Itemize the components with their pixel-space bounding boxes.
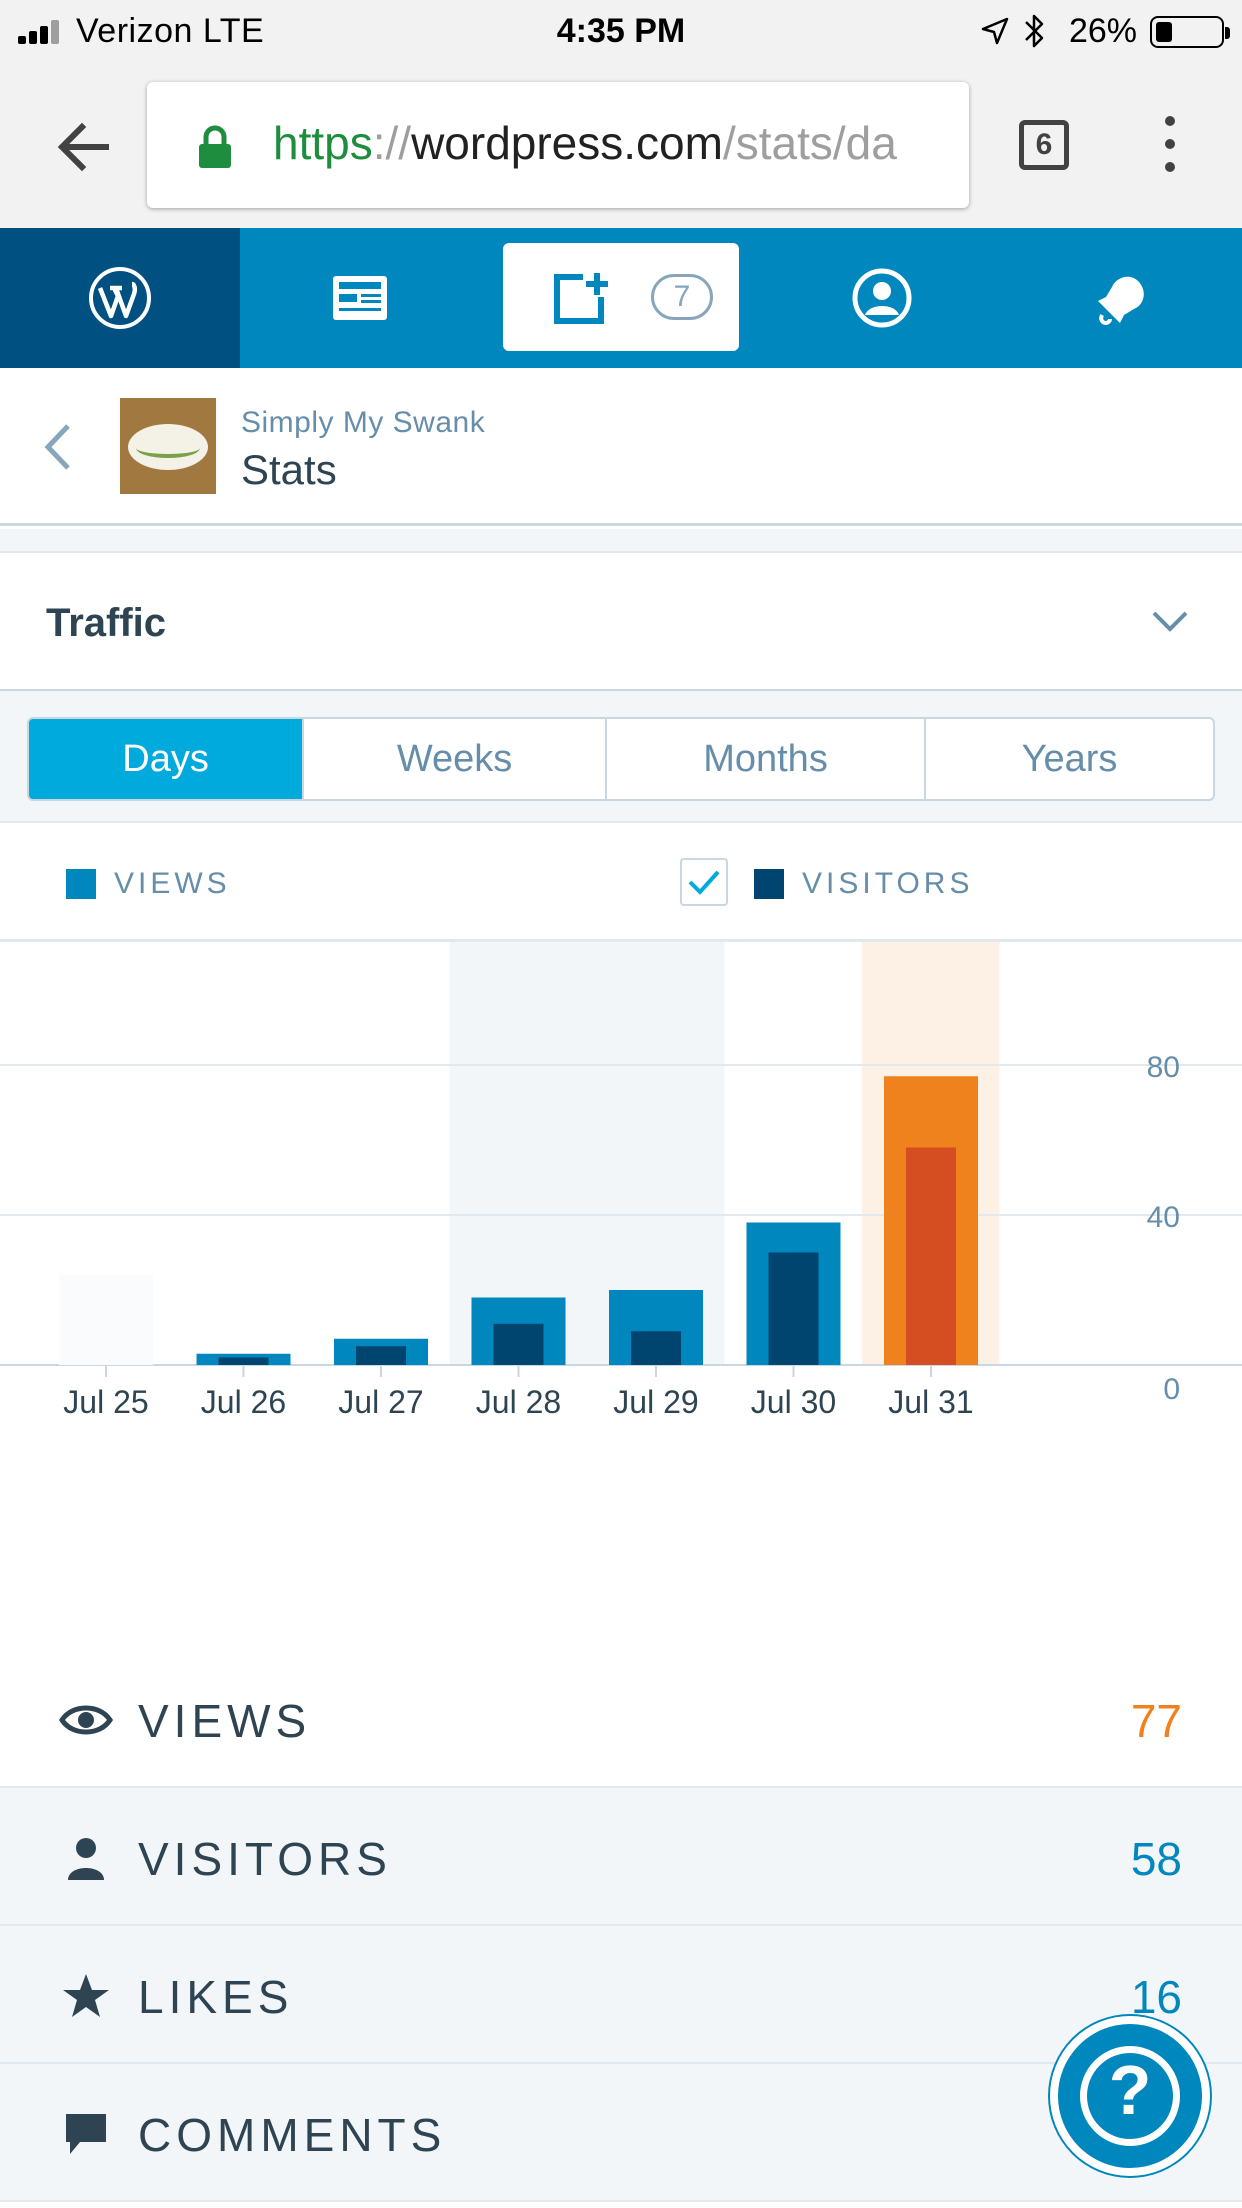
back-arrow-icon[interactable] [52,112,122,182]
location-icon [981,17,1009,45]
reader-button[interactable] [240,228,480,368]
summary-row-comments[interactable]: COMMENTS 12 [0,2064,1242,2202]
tab-months[interactable]: Months [607,719,926,799]
checkmark-icon [688,870,720,895]
site-name: Simply My Swank [241,406,486,439]
y-tick-label: 40 [1147,1201,1180,1234]
status-bar: Verizon LTE 4:35 PM 26% [0,0,1242,62]
bar-visitors [631,1331,681,1365]
summary-row-views[interactable]: VIEWS 77 [0,1650,1242,1788]
carrier-label: Verizon LTE [76,12,265,50]
x-tick-label: Jul 25 [63,1384,148,1420]
bell-icon [1098,276,1144,326]
chevron-down-icon[interactable] [1150,607,1190,637]
bar-visitors [356,1346,406,1365]
x-tick-label: Jul 29 [613,1384,698,1420]
signal-icon [18,20,70,44]
url-text: https://wordpress.com/stats/da [273,117,897,169]
period-segmented-control: Days Weeks Months Years [27,717,1215,801]
x-tick-label: Jul 30 [751,1384,836,1420]
chevron-left-icon[interactable] [38,420,78,474]
bar-visitors [493,1323,544,1365]
star-icon [63,1974,109,2017]
tab-weeks[interactable]: Weeks [304,719,608,799]
battery-percent: 26% [1068,12,1137,50]
bar-visitors [218,1357,269,1365]
browser-toolbar: https://wordpress.com/stats/da 6 [0,62,1242,228]
legend-visitors-label: VISITORS [802,867,974,900]
summary-row-visitors[interactable]: VISITORS 58 [0,1788,1242,1926]
x-tick-label: Jul 26 [201,1384,286,1420]
summary-comments-label: COMMENTS [138,2109,447,2161]
chart-legend: VIEWS VISITORS [0,825,1242,941]
page-title: Stats [241,446,337,493]
wordpress-logo-icon [89,267,151,329]
reader-icon [333,276,387,320]
person-icon [68,1838,104,1880]
traffic-section-header[interactable]: Traffic [0,551,1242,691]
stats-chart-card: VIEWS VISITORS Jul 25 Jul 26 Jul 27 Jul 28 J… [0,825,1242,1605]
eye-icon [59,1705,113,1735]
traffic-bar-chart: Jul 25 Jul 26 Jul 27 Jul 28 Jul 29 Jul 30 Jul … [0,941,1242,1420]
x-tick-label: Jul 28 [476,1384,561,1420]
x-tick-label: Jul 31 [888,1384,973,1420]
summary-row-likes[interactable]: LIKES 16 [0,1926,1242,2064]
summary-views-value: 77 [1130,1695,1182,1747]
y-tick-label: 0 [1163,1373,1180,1406]
help-icon [1080,2046,1180,2146]
legend-visitors: VISITORS [754,867,973,901]
wp-masterbar: 7 [0,228,1242,368]
visitors-swatch [754,869,784,899]
legend-views-label: VIEWS [114,867,231,900]
period-selector-bar: Days Weeks Months Years [0,691,1242,823]
tab-days[interactable]: Days [29,719,305,799]
views-swatch [66,869,96,899]
site-header: Simply My Swank Stats [0,368,1242,526]
notifications-button[interactable] [1002,228,1242,368]
write-button[interactable]: 7 [503,243,739,351]
y-tick-label: 80 [1147,1051,1180,1084]
my-sites-button[interactable] [0,228,240,368]
new-post-icon [554,273,608,324]
visitors-checkbox[interactable] [680,858,728,906]
bluetooth-icon [1025,14,1044,48]
me-button[interactable] [762,228,1002,368]
summary-likes-label: LIKES [138,1971,294,2023]
battery-icon [1150,16,1230,48]
site-icon [120,398,216,494]
tab-switcher-button[interactable]: 6 [1019,120,1069,170]
traffic-title: Traffic [46,601,167,645]
summary-visitors-value: 58 [1130,1833,1182,1885]
clock: 4:35 PM [556,12,686,50]
help-label: ? [1108,2051,1152,2129]
legend-views: VIEWS [66,867,231,901]
section-gap [0,529,1242,551]
bar-visitors [768,1252,819,1365]
summary-likes-value: 16 [1130,1971,1182,2023]
bar-views-empty [59,1275,153,1365]
summary-visitors-label: VISITORS [138,1833,392,1885]
profile-icon [852,268,912,328]
help-button[interactable]: ? [1050,2016,1210,2176]
address-bar[interactable]: https://wordpress.com/stats/da [147,82,969,208]
comment-icon [66,2114,106,2154]
tab-years[interactable]: Years [1021,737,1118,780]
lock-icon [199,125,231,168]
overflow-menu-icon[interactable] [1162,116,1178,176]
weekend-band [449,941,587,1365]
summary-views-label: VIEWS [138,1695,312,1747]
bar-visitors [906,1147,956,1365]
drafts-count-badge: 7 [651,274,713,320]
x-tick-label: Jul 27 [338,1384,423,1420]
